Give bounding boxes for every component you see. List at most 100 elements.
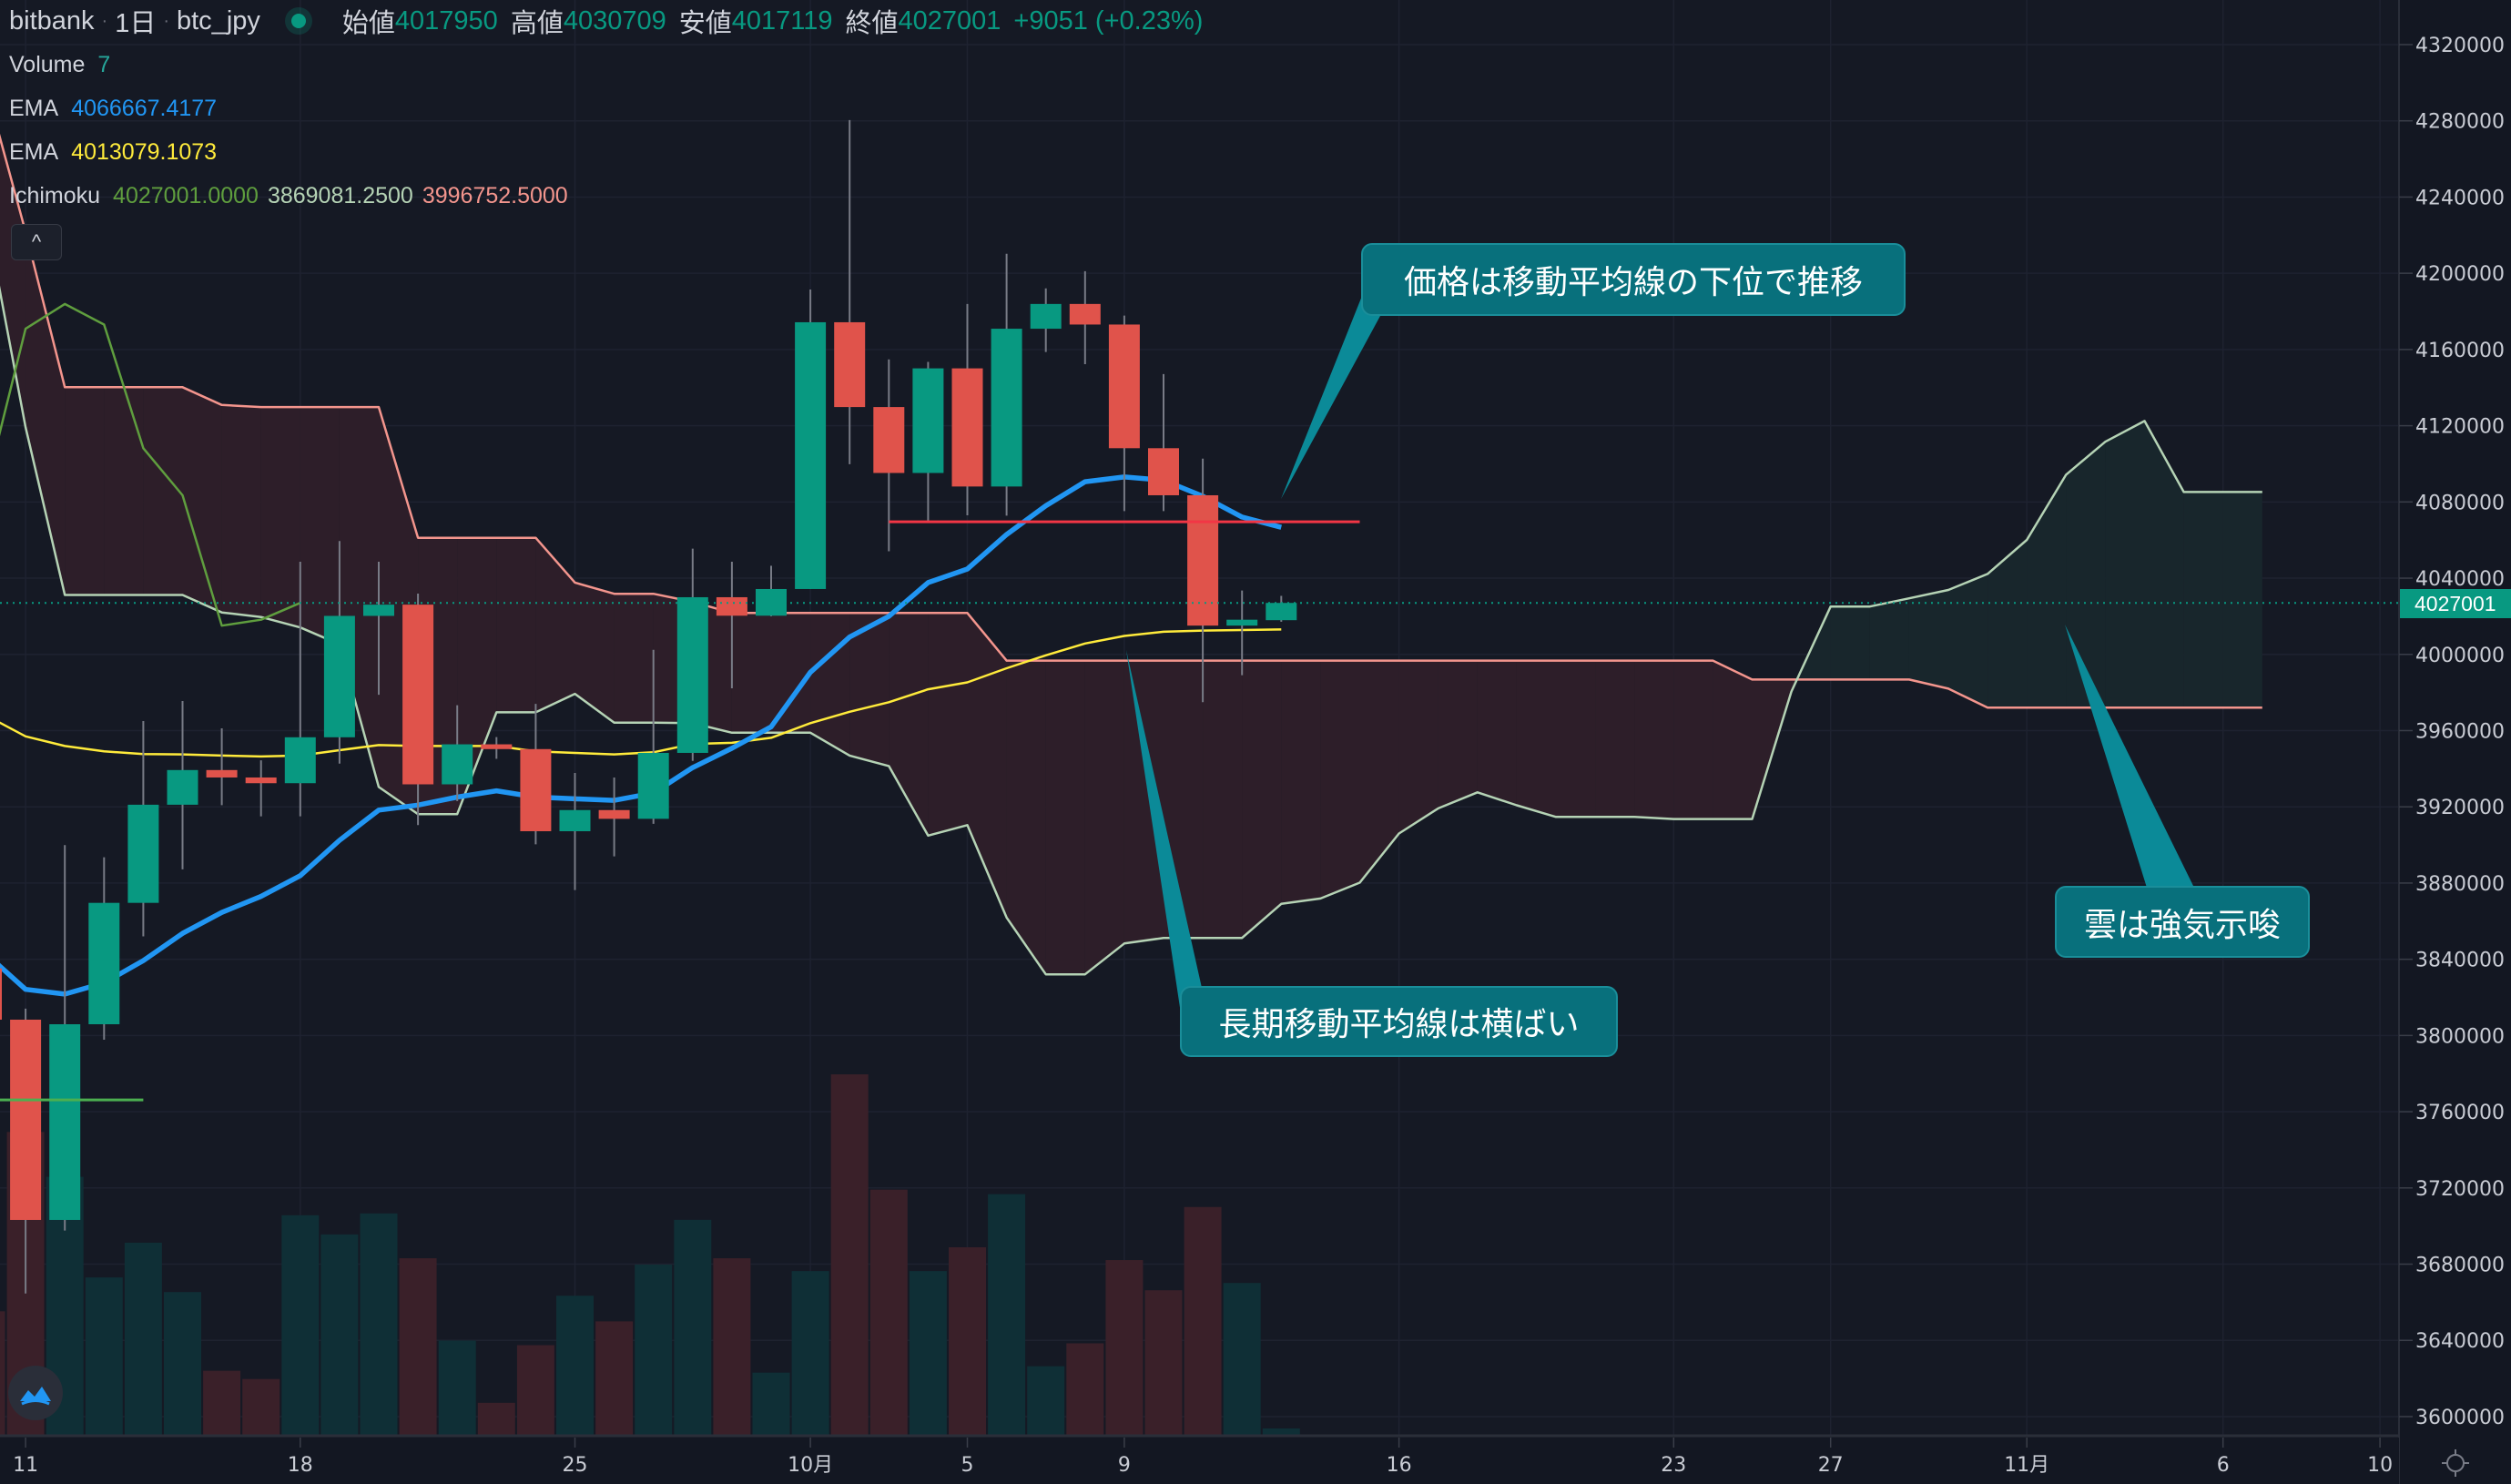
cloud-segment [25, 231, 66, 595]
cloud-segment [1948, 574, 1988, 708]
cloud-segment [143, 387, 183, 595]
legend-ichimoku[interactable]: Ichimoku 4027001.0000 3869081.2500 39967… [9, 179, 568, 212]
time-tick-label: 6 [2217, 1454, 2230, 1477]
cloud-segment [221, 404, 261, 617]
low-value: 4017119 [731, 5, 833, 36]
volume-bar [1144, 1290, 1183, 1435]
price-tick-label: 4000000 [2415, 645, 2505, 667]
interval[interactable]: 1日 [115, 9, 157, 38]
cloud-segment [1869, 598, 1909, 680]
candle-up [284, 737, 316, 784]
candle-up [1266, 603, 1297, 621]
cloud-segment [2183, 492, 2223, 708]
callout-pointers [1126, 296, 2194, 1020]
high-value: 4030709 [563, 5, 666, 36]
candle-up [795, 321, 827, 589]
callout-price-below-ma[interactable]: 価格は移動平均線の下位で推移 [1361, 243, 1906, 316]
cloud-segment [1673, 660, 1713, 819]
candle-up [991, 329, 1022, 487]
time-tick-label: 16 [1387, 1454, 1412, 1477]
volume-bar [1027, 1366, 1065, 1435]
settings-gear-icon[interactable] [2440, 1448, 2471, 1479]
legend-lead-a-value: 3869081.2500 [267, 182, 413, 208]
tradingview-logo-button[interactable] [8, 1366, 63, 1420]
price-axis[interactable]: 4320000 4280000 4240000 4200000 4160000 41200… [2399, 35, 2505, 1429]
volume-bar [949, 1246, 986, 1435]
time-tick-label: 10 [2367, 1454, 2393, 1477]
high-label: 高値 [510, 9, 564, 38]
cloud-segment [614, 594, 654, 723]
drawings[interactable] [0, 520, 2399, 1102]
callout-pointer-3 [2065, 625, 2194, 888]
legend-ema-slow[interactable]: EMA 4013079.1073 [9, 136, 217, 168]
volume-bar [713, 1258, 751, 1435]
time-tick-label: 5 [961, 1454, 974, 1477]
callout-pointer-1 [1281, 296, 1380, 499]
volume-bar [869, 1189, 908, 1435]
volume-bar [164, 1292, 201, 1435]
cloud-segment [967, 613, 1007, 918]
candle-down [0, 968, 2, 1020]
low-label: 安値 [678, 9, 732, 38]
cloud-segment [1908, 590, 1948, 689]
candle-down [481, 744, 513, 749]
volume-bar [516, 1345, 554, 1435]
volume-bar [1066, 1343, 1104, 1435]
volume-bar [791, 1271, 829, 1435]
collapse-legend-button[interactable]: ^ [11, 224, 62, 260]
volume-bar [360, 1213, 398, 1435]
candle-up [88, 902, 120, 1025]
candle-down [873, 407, 905, 473]
cloud-segment [2144, 421, 2184, 708]
price-tick-label: 3640000 [2415, 1330, 2505, 1353]
time-tick-label: 10月 [788, 1454, 833, 1477]
legend-lead-b-value: 3996752.5000 [422, 182, 568, 208]
volume-bar [203, 1370, 241, 1435]
volume-bar [477, 1402, 515, 1435]
cloud-segment [1516, 660, 1556, 818]
candle-down [834, 321, 866, 408]
legend-value: 7 [97, 51, 111, 77]
legend-ema-fast[interactable]: EMA 4066667.4177 [9, 92, 217, 125]
volume-bar [1262, 1428, 1300, 1435]
cloud-segment [1359, 660, 1399, 883]
price-tick-label: 3720000 [2415, 1178, 2505, 1201]
candle-down [951, 368, 983, 487]
symbol-name[interactable]: btc_jpy [177, 5, 260, 36]
ema-slow-line [0, 628, 1282, 758]
cloud-segment [104, 387, 144, 595]
indicator-lines [0, 133, 2262, 997]
close-value: 4027001 [898, 5, 1001, 36]
volume-bar [438, 1340, 476, 1435]
candle-up [1226, 619, 1258, 626]
cloud-segment [1987, 539, 2028, 708]
cloud-segment [182, 387, 222, 613]
time-tick-label: 9 [1118, 1454, 1131, 1477]
price-tick-label: 4280000 [2415, 111, 2505, 134]
time-tick-label: 11 [13, 1454, 38, 1477]
cloud-segment [1281, 660, 1321, 904]
callout-cloud-bullish[interactable]: 雲は強気示唆 [2055, 886, 2310, 958]
legend-label: Ichimoku [9, 182, 101, 208]
candle-up [912, 368, 944, 473]
legend-volume[interactable]: Volume 7 [9, 48, 110, 81]
cloud-segment [771, 613, 811, 733]
time-axis[interactable]: 11 18 25 10月 5 9 16 23 27 11月 6 10 [13, 1438, 2393, 1477]
callout-pointer-2 [1126, 650, 1202, 1020]
cloud-segment [2066, 442, 2106, 708]
candle-down [1108, 324, 1140, 449]
volume-bar [399, 1258, 437, 1435]
cloud-segment [1438, 660, 1478, 808]
legend-label: EMA [9, 95, 59, 121]
callout-long-ma-flat[interactable]: 長期移動平均線は横ばい [1180, 986, 1618, 1057]
legend-value: 4013079.1073 [71, 138, 218, 165]
volume-bar [556, 1296, 594, 1435]
separator-dot: · [101, 10, 108, 31]
cloud-segment [1203, 660, 1243, 939]
volume-bar [85, 1277, 123, 1435]
cloud-segment [1242, 660, 1282, 939]
exchange-name[interactable]: bitbank [9, 5, 95, 36]
candle-down [10, 1019, 42, 1220]
volume-bar [1223, 1283, 1261, 1435]
